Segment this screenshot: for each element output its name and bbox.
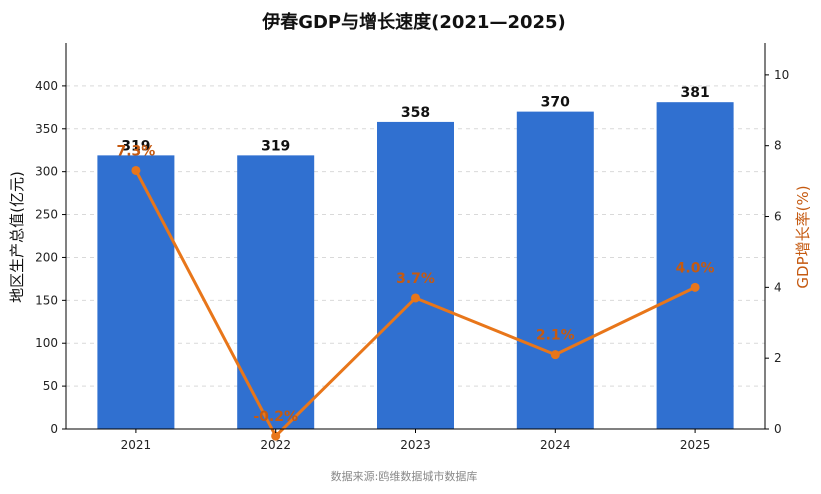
growth-value-label: 3.7% xyxy=(396,271,435,287)
bar-2023 xyxy=(377,121,454,429)
growth-point-2022 xyxy=(271,431,281,441)
x-tick-label: 2025 xyxy=(680,438,711,452)
right-axis-ticks: 0 2 4 6 8 10 xyxy=(765,68,789,436)
bar-2022 xyxy=(237,155,315,429)
y-tick-label: 50 xyxy=(43,379,58,393)
bar-value-label: 358 xyxy=(401,105,430,121)
y2-tick-label: 10 xyxy=(774,68,789,82)
y-tick-label: 150 xyxy=(35,293,58,307)
growth-value-label: 7.3% xyxy=(116,143,155,159)
bar-value-label: 319 xyxy=(261,138,290,154)
growth-point-2021 xyxy=(131,165,141,175)
x-axis-ticks: 2021 2022 2023 2024 2025 xyxy=(121,429,711,452)
growth-value-labels: 7.3% -0.2% 3.7% 2.1% 4.0% xyxy=(116,143,714,425)
bar-2025 xyxy=(656,102,734,429)
y-tick-label: 0 xyxy=(50,422,58,436)
y-tick-label: 250 xyxy=(35,208,58,222)
bar-value-label: 319 xyxy=(121,138,150,154)
growth-value-label: -0.2% xyxy=(253,409,298,425)
x-tick-label: 2021 xyxy=(121,438,152,452)
chart-title: 伊春GDP与增长速度(2021—2025) xyxy=(261,11,566,33)
y2-tick-label: 6 xyxy=(774,210,782,224)
bar-value-label: 370 xyxy=(541,95,570,111)
growth-line-series xyxy=(131,165,700,441)
y-tick-label: 300 xyxy=(35,165,58,179)
y2-tick-label: 0 xyxy=(774,422,782,436)
bar-2024 xyxy=(516,111,594,429)
bars xyxy=(97,102,734,429)
growth-point-2023 xyxy=(411,293,420,303)
bar-2021 xyxy=(97,155,175,429)
y2-tick-label: 2 xyxy=(774,351,782,365)
x-tick-label: 2024 xyxy=(540,438,571,452)
source-note: 数据来源:鸥维数据城市数据库 xyxy=(331,469,478,483)
y-tick-label: 400 xyxy=(35,79,58,93)
y-tick-label: 350 xyxy=(35,122,58,136)
y-tick-label: 100 xyxy=(35,336,58,350)
left-axis-ticks: 0 50 100 150 200 250 300 350 400 xyxy=(35,79,66,436)
y-axis-label: 地区生产总值(亿元) xyxy=(8,171,26,303)
bar-value-label: 381 xyxy=(680,85,709,101)
growth-point-2024 xyxy=(550,350,560,360)
y2-axis-label: GDP增长率(%) xyxy=(794,185,812,288)
y2-tick-label: 8 xyxy=(774,139,782,153)
y-tick-label: 200 xyxy=(35,250,58,264)
y2-tick-label: 4 xyxy=(774,280,782,294)
growth-point-2025 xyxy=(690,282,700,292)
x-tick-label: 2022 xyxy=(260,438,291,452)
growth-value-label: 4.0% xyxy=(676,260,715,276)
growth-value-label: 2.1% xyxy=(536,328,575,344)
x-tick-label: 2023 xyxy=(400,438,431,452)
bar-value-labels: 319 319 358 370 381 xyxy=(121,85,709,154)
